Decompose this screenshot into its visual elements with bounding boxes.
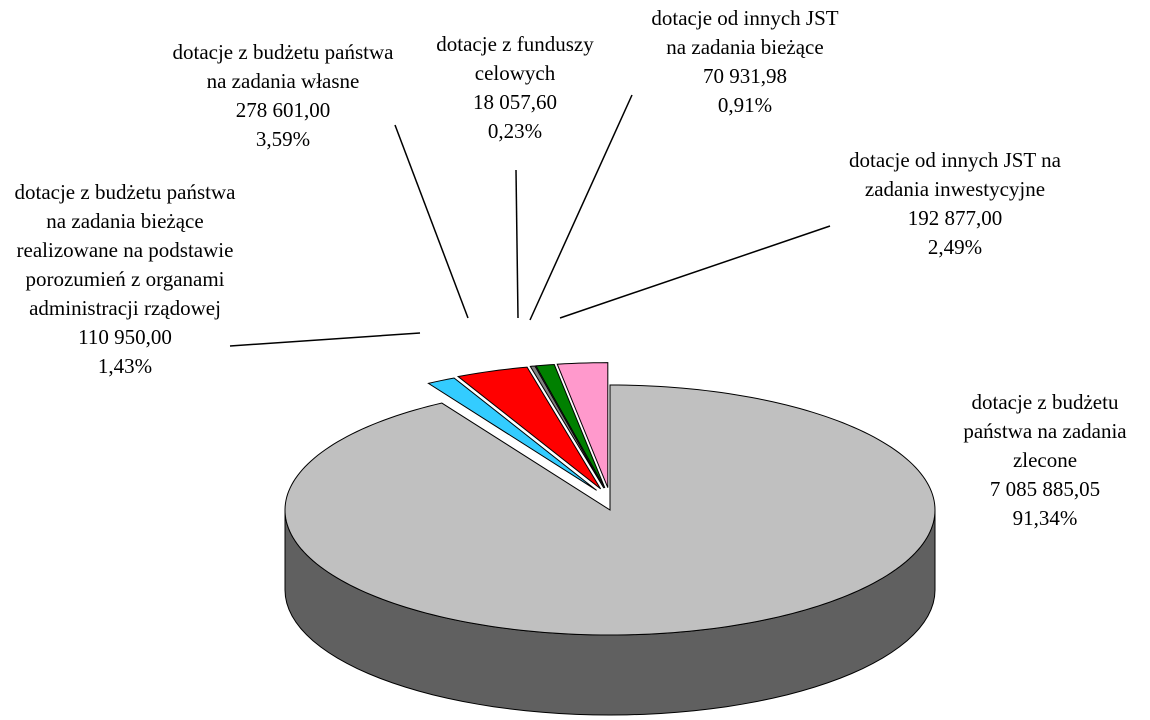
percent-label: 91,34%	[1012, 506, 1078, 530]
value-label: 192 877,00	[907, 206, 1003, 230]
percent-label: 1,43%	[97, 354, 153, 378]
percent-label: 0,23%	[487, 119, 543, 143]
percent-label: 3,59%	[255, 127, 311, 151]
leader-line	[529, 94, 633, 321]
leader-line	[559, 225, 831, 319]
category-label: dotacje z budżetu państwa na zadania wła…	[172, 40, 394, 93]
data-label: dotacje od innych JST na zadania inwesty…	[845, 146, 1065, 262]
data-label: dotacje od innych JST na zadania bieżące…	[645, 4, 845, 120]
category-label: dotacje od innych JST na zadania bieżące	[651, 6, 839, 59]
slice	[535, 363, 606, 489]
slice	[456, 366, 602, 490]
data-label: dotacje z budżetu państwa na zadania bie…	[3, 178, 248, 381]
value-label: 18 057,60	[473, 90, 557, 114]
category-label: dotacje z funduszy celowych	[436, 32, 594, 85]
data-label: dotacje z budżetu państwa na zadania wła…	[171, 38, 396, 154]
leader-line	[515, 169, 519, 319]
percent-label: 2,49%	[927, 235, 983, 259]
leader-line	[229, 332, 421, 347]
percent-label: 0,91%	[717, 93, 773, 117]
slice	[529, 365, 605, 489]
value-label: 7 085 885,05	[989, 477, 1101, 501]
data-label: dotacje z budżetu państwa na zadania zle…	[938, 388, 1150, 533]
data-label: dotacje z funduszy celowych 18 057,60 0,23…	[410, 30, 620, 146]
category-label: dotacje z budżetu państwa na zadania zle…	[963, 390, 1127, 472]
slice	[284, 384, 936, 636]
slice	[427, 377, 597, 491]
category-label: dotacje od innych JST na zadania inwesty…	[849, 148, 1061, 201]
slice	[556, 362, 609, 488]
category-label: dotacje z budżetu państwa na zadania bie…	[14, 180, 236, 320]
leader-line	[394, 124, 469, 319]
value-label: 278 601,00	[235, 98, 331, 122]
value-label: 70 931,98	[703, 64, 787, 88]
value-label: 110 950,00	[78, 325, 172, 349]
